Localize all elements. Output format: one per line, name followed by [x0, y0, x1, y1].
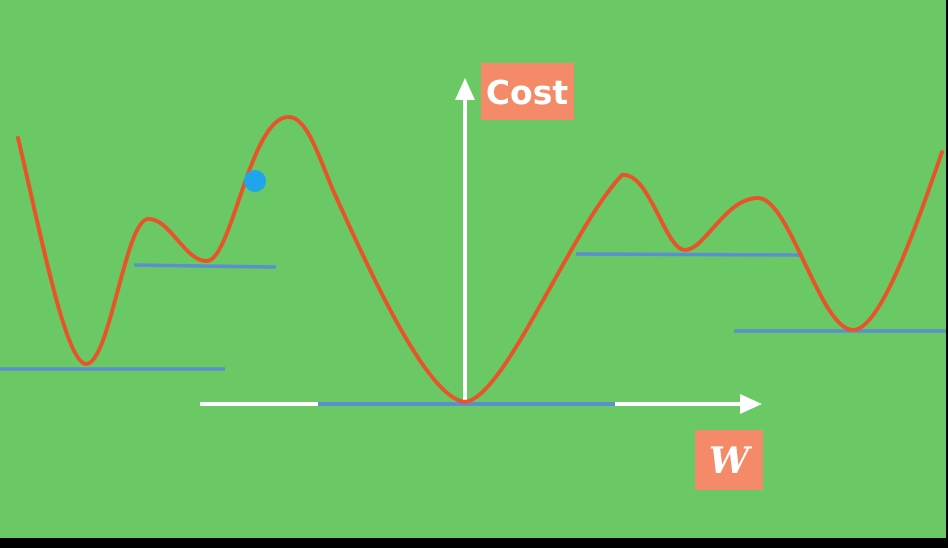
left-shoulder-minimum-line [133, 263, 277, 269]
y-axis-label: Cost [486, 73, 569, 112]
right-upper-minimum-line [575, 252, 801, 257]
right-frame-bar [946, 0, 948, 548]
y-axis-label-box: Cost [481, 63, 574, 120]
x-axis-label-box: W [695, 430, 763, 490]
bottom-frame-bar [0, 538, 948, 548]
x-axis-arrow-icon [740, 394, 762, 414]
background-panel [0, 0, 946, 538]
y-axis-arrow-icon [455, 78, 475, 100]
cost-curve [16, 115, 944, 404]
x-axis-label: W [709, 440, 753, 482]
position-point [244, 170, 266, 192]
